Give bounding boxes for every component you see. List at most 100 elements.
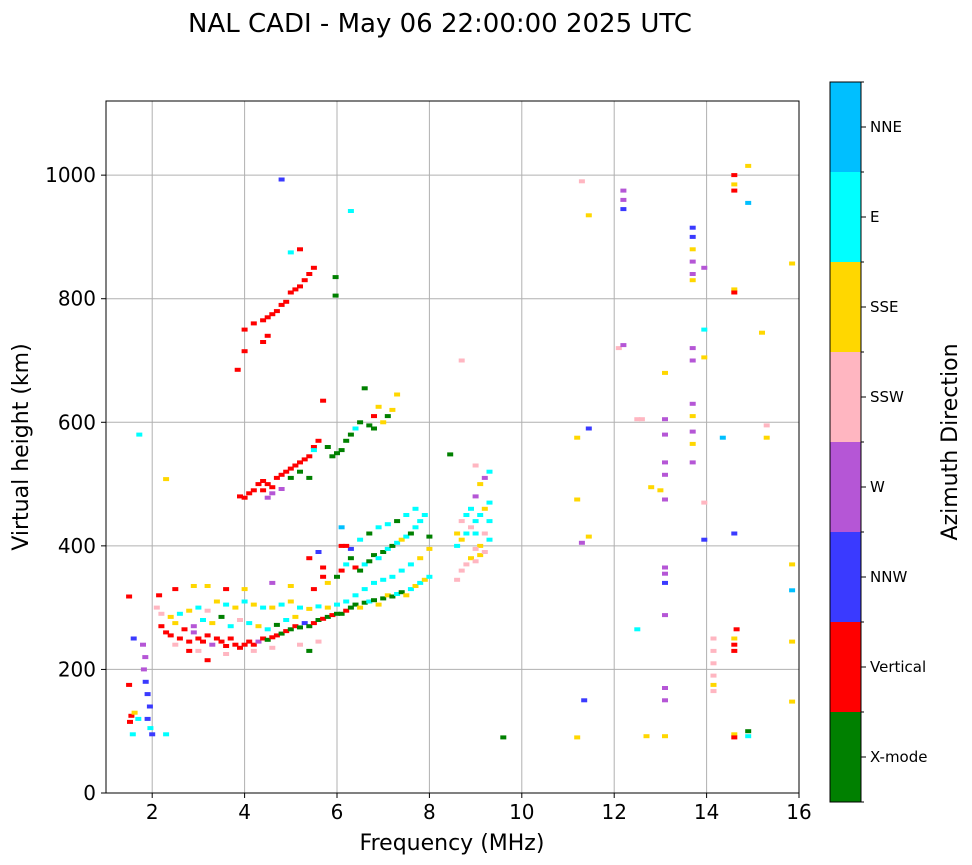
- data-point-vertical: [352, 565, 359, 570]
- data-point-ssw: [297, 642, 303, 647]
- data-point-ssw: [763, 423, 770, 428]
- data-point-vertical: [287, 290, 294, 295]
- data-point-e: [361, 587, 368, 592]
- data-point-w: [264, 495, 271, 500]
- data-point-x-mode: [297, 625, 303, 630]
- data-point-vertical: [297, 284, 303, 289]
- data-point-vertical: [273, 633, 280, 638]
- data-point-w: [662, 432, 668, 437]
- data-point-vertical: [297, 460, 303, 465]
- data-point-ssw: [250, 648, 257, 653]
- data-point-w: [140, 642, 146, 647]
- data-point-e: [380, 577, 387, 582]
- data-point-sse: [710, 682, 717, 687]
- data-point-vertical: [283, 299, 290, 304]
- x-tick-label: 14: [694, 800, 719, 824]
- data-point-vertical: [306, 454, 313, 459]
- data-point-x-mode: [306, 648, 313, 653]
- data-point-x-mode: [407, 531, 414, 536]
- data-point-vertical: [310, 265, 317, 270]
- data-point-ssw: [237, 618, 243, 622]
- data-point-sse: [763, 435, 770, 440]
- data-point-w: [689, 358, 696, 363]
- data-point-e: [135, 716, 142, 721]
- data-point-w: [472, 494, 479, 499]
- data-point-vertical: [246, 491, 253, 496]
- data-point-w: [662, 460, 668, 465]
- data-point-x-mode: [366, 531, 373, 536]
- data-point-x-mode: [324, 445, 331, 449]
- data-point-vertical: [731, 735, 738, 740]
- data-point-ssw: [458, 568, 465, 573]
- data-point-e: [136, 432, 143, 437]
- data-point-vertical: [264, 482, 271, 487]
- data-point-e: [486, 500, 493, 505]
- data-point-vertical: [264, 333, 271, 338]
- data-point-sse: [585, 534, 592, 539]
- data-point-x-mode: [352, 602, 359, 607]
- data-point-vertical: [241, 349, 248, 354]
- data-point-x-mode: [357, 568, 364, 573]
- data-point-vertical: [292, 463, 299, 468]
- data-point-vertical: [246, 639, 253, 644]
- plot-background: [106, 101, 799, 793]
- data-point-x-mode: [264, 637, 271, 642]
- data-point-sse: [190, 584, 197, 588]
- data-point-e: [147, 726, 154, 731]
- data-point-w: [662, 417, 668, 422]
- data-point-e: [352, 426, 359, 431]
- data-point-ssw: [472, 546, 479, 551]
- data-point-e: [745, 734, 752, 739]
- data-point-e: [412, 506, 419, 511]
- data-point-x-mode: [297, 469, 303, 474]
- data-point-vertical: [287, 466, 294, 471]
- data-point-e: [634, 627, 641, 632]
- data-point-vertical: [338, 543, 345, 548]
- data-point-sse: [398, 537, 405, 542]
- data-point-sse: [689, 247, 696, 252]
- data-point-sse: [759, 330, 765, 335]
- data-point-nnw: [301, 621, 308, 626]
- data-point-e: [352, 593, 359, 598]
- data-point-e: [417, 580, 424, 585]
- data-point-x-mode: [306, 475, 313, 480]
- data-point-e: [384, 522, 391, 527]
- data-point-nnw: [581, 698, 588, 703]
- data-point-vertical: [329, 613, 336, 618]
- data-point-x-mode: [398, 590, 405, 595]
- data-point-sse: [389, 407, 396, 412]
- data-point-vertical: [733, 627, 740, 632]
- data-point-vertical: [731, 642, 738, 647]
- data-point-nnw: [662, 580, 668, 585]
- data-point-sse: [421, 577, 428, 582]
- data-point-nnw: [146, 704, 153, 709]
- data-point-sse: [287, 584, 294, 588]
- data-point-ssw: [638, 417, 645, 422]
- data-point-vertical: [292, 287, 299, 292]
- colorbar-segment-vertical: [830, 622, 861, 712]
- data-point-ssw: [472, 559, 479, 564]
- y-tick-label: 800: [58, 287, 96, 311]
- colorbar-label: W: [870, 478, 885, 496]
- data-point-ssw: [701, 500, 708, 505]
- data-point-x-mode: [371, 426, 377, 431]
- data-point-e: [366, 599, 373, 604]
- data-point-x-mode: [447, 452, 454, 457]
- data-point-vertical: [250, 321, 257, 326]
- data-point-e: [394, 592, 401, 596]
- data-point-vertical: [343, 543, 350, 548]
- data-point-sse: [241, 587, 248, 592]
- data-point-vertical: [310, 445, 317, 449]
- data-point-x-mode: [347, 432, 354, 437]
- data-point-sse: [375, 404, 382, 409]
- data-point-sse: [426, 546, 433, 551]
- data-point-x-mode: [306, 624, 313, 629]
- data-point-vertical: [269, 312, 276, 317]
- x-tick-label: 16: [786, 800, 811, 824]
- data-point-x-mode: [347, 605, 354, 610]
- data-point-vertical: [128, 713, 135, 718]
- data-point-e: [375, 556, 382, 561]
- data-point-sse: [172, 621, 179, 626]
- data-point-e: [472, 519, 479, 524]
